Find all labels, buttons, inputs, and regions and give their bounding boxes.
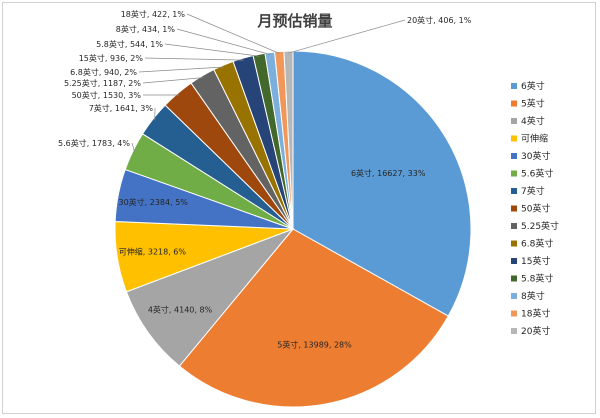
legend-label: 18英寸 xyxy=(521,308,550,320)
legend-label: 6.8英寸 xyxy=(521,238,553,250)
data-label: 50英寸, 1530, 3% xyxy=(72,90,142,100)
data-label: 4英寸, 4140, 8% xyxy=(148,305,213,315)
leader-line xyxy=(131,142,136,153)
legend-swatch xyxy=(511,310,517,317)
legend-swatch xyxy=(511,293,517,299)
legend-label: 6英寸 xyxy=(521,80,545,92)
leader-line xyxy=(176,28,271,55)
leader-line xyxy=(142,77,204,84)
legend-swatch xyxy=(511,100,517,107)
legend-swatch xyxy=(511,258,517,264)
legend-label: 5英寸 xyxy=(521,98,545,110)
chart-title: 月预估销量 xyxy=(256,12,332,30)
legend-label: 7英寸 xyxy=(521,185,545,197)
data-labels: 6英寸, 16627, 33% 5英寸, 13989, 28% 4英寸, 4140,… xyxy=(58,9,472,350)
pie-chart: 月预估销量 6英寸, 16627, 33% 5英寸, 13989, 28% 4英寸,… xyxy=(58,9,559,408)
legend-label: 可伸缩 xyxy=(521,133,548,145)
leader-lines xyxy=(131,13,406,153)
legend-swatch xyxy=(511,153,517,159)
chart-area: 月预估销量 6英寸, 16627, 33% 5英寸, 13989, 28% 4英寸,… xyxy=(2,2,596,414)
data-label: 5.25英寸, 1187, 2% xyxy=(64,78,141,88)
data-label: 6英寸, 16627, 33% xyxy=(351,168,426,178)
leader-line xyxy=(144,57,244,61)
data-label: 6.8英寸, 940, 2% xyxy=(70,67,137,77)
pie-slices xyxy=(114,50,472,408)
legend-swatch xyxy=(511,83,517,89)
legend-swatch xyxy=(511,135,517,142)
legend-label: 5.6英寸 xyxy=(521,168,553,180)
leader-line xyxy=(288,19,406,54)
legend-label: 8英寸 xyxy=(521,290,545,302)
data-label: 8英寸, 434, 1% xyxy=(116,24,176,34)
legend-label: 30英寸 xyxy=(521,150,550,162)
leader-line xyxy=(186,13,280,54)
data-label: 30英寸, 2384, 5% xyxy=(118,197,188,207)
legend-swatch xyxy=(511,188,517,194)
data-label: 7英寸, 1641, 3% xyxy=(89,103,154,113)
data-label: 5英寸, 13989, 28% xyxy=(277,340,352,350)
legend-label: 5.8英寸 xyxy=(521,273,553,285)
pie-slice xyxy=(283,50,294,230)
legend-swatch xyxy=(511,240,517,247)
data-label: 5.6英寸, 1783, 4% xyxy=(58,138,130,148)
leader-line xyxy=(138,66,225,73)
legend-label: 15英寸 xyxy=(521,255,550,267)
pie-slice xyxy=(125,227,295,367)
pie-slice xyxy=(178,228,449,408)
data-label: 可伸缩, 3218, 6% xyxy=(119,247,187,257)
leader-line xyxy=(164,43,260,57)
legend-swatch xyxy=(511,170,517,177)
legend-label: 4英寸 xyxy=(521,115,545,127)
legend-swatch xyxy=(511,275,517,282)
data-label: 18英寸, 422, 1% xyxy=(121,9,186,19)
legend-swatch xyxy=(511,118,517,124)
legend-swatch xyxy=(511,205,517,212)
legend-swatch xyxy=(511,328,517,334)
legend-swatch xyxy=(511,223,517,229)
data-label: 20英寸, 406, 1% xyxy=(407,15,472,25)
pie-slice xyxy=(292,50,472,317)
data-label: 15英寸, 936, 2% xyxy=(79,53,144,63)
legend-label: 5.25英寸 xyxy=(521,220,559,232)
legend-label: 50英寸 xyxy=(521,203,550,215)
legend-label: 20英寸 xyxy=(521,325,550,337)
data-label: 5.8英寸, 544, 1% xyxy=(96,39,163,49)
